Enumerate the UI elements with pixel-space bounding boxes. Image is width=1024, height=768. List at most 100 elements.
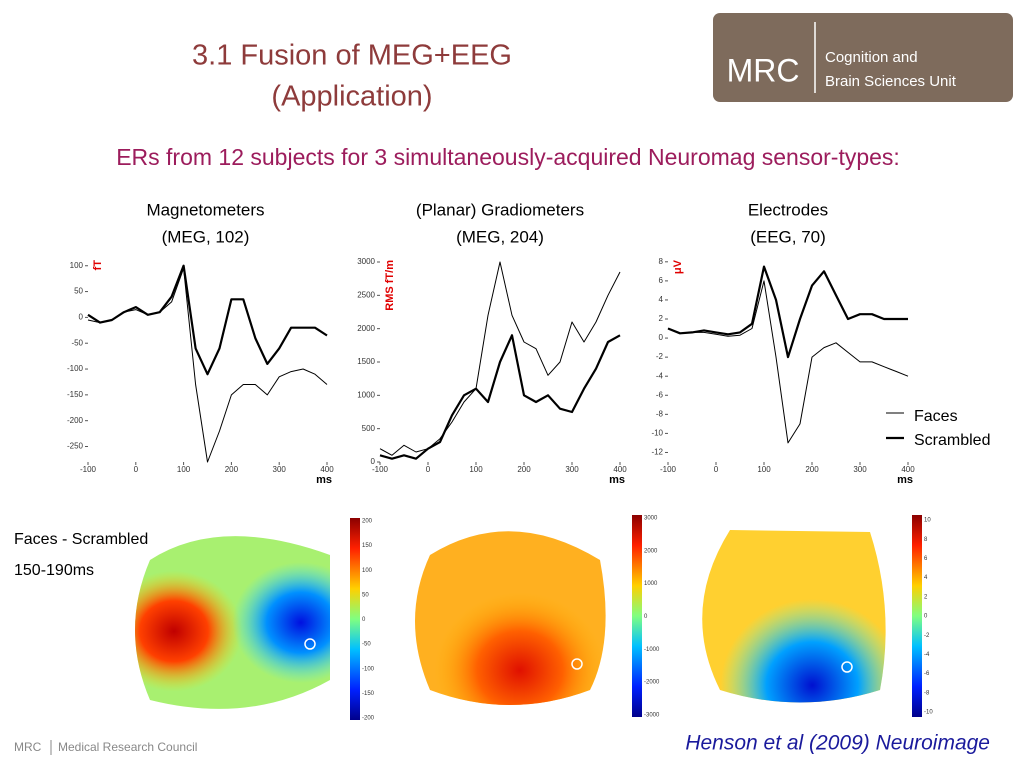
- y-tick-label: 0: [371, 457, 376, 466]
- x-axis-label: ms: [316, 474, 332, 486]
- colorbar-label: -1000: [644, 647, 660, 653]
- x-tick-label: 100: [177, 465, 191, 474]
- y-tick-label: 8: [659, 257, 664, 266]
- chart-subtitle: (EEG, 70): [750, 227, 826, 246]
- y-tick-label: -250: [67, 442, 84, 451]
- y-tick-label: 100: [70, 261, 84, 270]
- colorbar-label: -2000: [644, 680, 660, 686]
- y-tick-label: 1500: [357, 357, 375, 366]
- y-tick-label: 4: [659, 295, 664, 304]
- colorbar-label: 2: [924, 594, 928, 600]
- y-tick-label: 1000: [357, 390, 375, 399]
- y-tick-label: -150: [67, 390, 84, 399]
- colorbar-label: 8: [924, 537, 928, 543]
- colorbar-label: 50: [362, 592, 369, 598]
- y-tick-label: -100: [67, 364, 84, 373]
- x-tick-label: 400: [320, 465, 334, 474]
- topomap: [135, 518, 360, 720]
- topomap-label: 150-190ms: [14, 562, 94, 579]
- x-tick-label: -100: [372, 465, 389, 474]
- colorbar-label: 3000: [644, 516, 658, 522]
- chart-title: Magnetometers: [146, 200, 264, 219]
- logo-mark: MRC: [727, 52, 800, 88]
- colorbar-label: 200: [362, 519, 373, 525]
- x-axis-label: ms: [609, 474, 625, 486]
- x-axis-label: ms: [897, 474, 913, 486]
- x-tick-label: 300: [565, 465, 579, 474]
- line-series: [379, 334, 621, 460]
- y-tick-label: 0: [79, 313, 84, 322]
- x-tick-label: 100: [469, 465, 483, 474]
- x-tick-label: 0: [134, 465, 139, 474]
- y-tick-label: -6: [656, 390, 664, 399]
- colorbar-label: -3000: [644, 713, 660, 719]
- y-tick-label: -12: [651, 448, 663, 457]
- y-tick-label: -2: [656, 352, 664, 361]
- x-tick-label: 0: [426, 465, 431, 474]
- title: 3.1 Fusion of MEG+EEG: [192, 40, 512, 72]
- x-tick-label: 400: [901, 465, 915, 474]
- colorbar-label: -8: [924, 690, 930, 696]
- x-tick-label: -100: [80, 465, 97, 474]
- line-series: [667, 265, 908, 359]
- x-tick-label: -100: [660, 465, 677, 474]
- logo-text: Brain Sciences Unit: [825, 73, 957, 90]
- topomap: [702, 515, 922, 717]
- y-tick-label: -8: [656, 409, 664, 418]
- line-series: [667, 280, 909, 444]
- y-tick-label: -50: [71, 338, 83, 347]
- x-tick-label: 200: [225, 465, 239, 474]
- colorbar-label: 2000: [644, 548, 658, 554]
- colorbar-label: -10: [924, 710, 933, 716]
- colorbar-label: 100: [362, 568, 373, 574]
- y-tick-label: -4: [656, 371, 664, 380]
- colorbar-label: 6: [924, 556, 928, 562]
- legend-label: Scrambled: [914, 432, 990, 449]
- title: (Application): [271, 81, 432, 113]
- colorbar-label: 0: [362, 617, 366, 623]
- y-tick-label: -10: [651, 429, 663, 438]
- y-axis-label: μV: [672, 259, 684, 274]
- topomap: [415, 515, 642, 717]
- line-series: [87, 267, 328, 463]
- colorbar-label: 0: [924, 614, 928, 620]
- y-tick-label: 0: [659, 333, 664, 342]
- x-tick-label: 0: [714, 465, 719, 474]
- logo-text: Cognition and: [825, 49, 918, 66]
- x-tick-label: 300: [273, 465, 287, 474]
- x-tick-label: 200: [805, 465, 819, 474]
- y-tick-label: 2: [659, 314, 664, 323]
- colorbar-label: -100: [362, 666, 375, 672]
- y-tick-label: 6: [659, 276, 664, 285]
- y-tick-label: 50: [74, 287, 83, 296]
- colorbar-label: -150: [362, 691, 375, 697]
- subtitle: ERs from 12 subjects for 3 simultaneousl…: [116, 144, 900, 170]
- colorbar-label: 1000: [644, 581, 658, 587]
- chart-subtitle: (MEG, 204): [456, 227, 544, 246]
- citation: Henson et al (2009) Neuroimage: [685, 732, 990, 755]
- x-tick-label: 100: [757, 465, 771, 474]
- colorbar-label: -2: [924, 633, 930, 639]
- x-tick-label: 400: [613, 465, 627, 474]
- chart-subtitle: (MEG, 102): [162, 227, 250, 246]
- colorbar-label: 10: [924, 518, 931, 524]
- footer-name: Medical Research Council: [58, 740, 197, 754]
- y-axis-label: RMS fT/m: [384, 260, 396, 311]
- line-series: [379, 261, 621, 456]
- logo-box: [713, 13, 1013, 102]
- line-series: [87, 264, 328, 376]
- y-axis-label: fT: [92, 260, 104, 271]
- footer-mark: MRC: [14, 740, 42, 754]
- colorbar-label: -6: [924, 671, 930, 677]
- topomap-label: Faces - Scrambled: [14, 531, 148, 548]
- y-tick-label: 3000: [357, 257, 375, 266]
- chart-title: Electrodes: [748, 200, 828, 219]
- x-tick-label: 200: [517, 465, 531, 474]
- y-tick-label: 2500: [357, 290, 375, 299]
- y-tick-label: 2000: [357, 324, 375, 333]
- y-tick-label: -200: [67, 416, 84, 425]
- colorbar-label: -4: [924, 652, 930, 658]
- colorbar-label: 4: [924, 575, 928, 581]
- colorbar-label: 150: [362, 543, 373, 549]
